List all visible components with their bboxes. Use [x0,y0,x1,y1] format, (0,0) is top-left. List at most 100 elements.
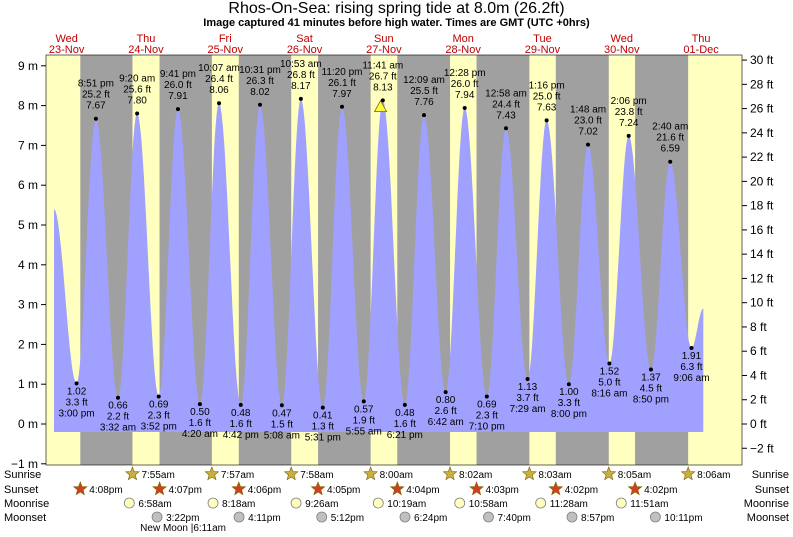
low-tide-feet: 1.6 ft [394,419,416,430]
sunrise-time: 7:55am [141,470,174,481]
sunrise-time: 8:06am [697,470,730,481]
low-tide-time: 7:10 pm [469,422,505,433]
high-tide-point [257,102,262,107]
high-tide-time: 12:58 am [485,88,527,99]
low-tide-time: 3:00 pm [58,408,94,419]
y-right-tick-label: 16 ft [750,223,774,237]
high-tide-metres: 8.13 [373,82,393,93]
moonset-icon [483,511,494,523]
sunrise-icon [204,466,220,481]
high-tide-time: 11:41 am [362,60,403,71]
row-label-right: Sunrise [752,469,789,481]
low-tide-feet: 2.2 ft [107,412,129,423]
moonset-time: 6:24pm [414,513,447,524]
low-tide-metres: 0.41 [313,411,333,422]
moonset-time: 5:12pm [331,513,364,524]
low-tide-feet: 4.5 ft [640,383,662,394]
low-tide-point [648,367,653,372]
moonset-time: 8:57pm [581,513,614,524]
sunrise-icon [363,466,379,481]
y-right-tick-label: 8 ft [750,320,767,334]
low-tide-point [566,382,571,387]
low-tide-feet: 1.6 ft [230,419,252,430]
sunset-icon [548,481,564,496]
sunrise-icon [521,466,537,481]
high-tide-feet: 26.3 ft [246,76,274,87]
low-tide-feet: 1.5 ft [271,419,293,430]
low-tide-metres: 1.00 [559,387,579,398]
high-tide-point [380,98,385,103]
day-name: Sun [374,33,394,45]
high-tide-metres: 7.24 [619,118,639,129]
day-name: Wed [611,33,633,45]
low-tide-point [607,361,612,366]
y-left-tick-label: −1 m [11,457,38,471]
high-tide-metres: 7.97 [332,89,352,100]
row-label-left: Moonrise [4,498,49,510]
low-tide-point [689,345,694,350]
high-tide-feet: 24.4 ft [492,99,520,110]
high-tide-feet: 26.4 ft [205,74,233,85]
high-tide-metres: 7.94 [455,90,475,101]
y-left-tick-label: 1 m [18,377,38,391]
sunrise-time: 7:57am [221,470,254,481]
sunset-time: 4:02pm [565,485,598,496]
moonrise-time: 10:19am [387,499,426,510]
sunrise-time: 8:00am [380,470,413,481]
high-tide-time: 9:41 pm [160,69,196,80]
low-tide-time: 8:50 pm [633,394,669,405]
high-tide-metres: 8.06 [209,85,229,96]
high-tide-metres: 7.91 [168,91,188,102]
low-tide-time: 6:21 pm [387,430,423,441]
low-tide-point [402,402,407,407]
high-tide-point [298,96,303,101]
sunset-icon [310,481,326,496]
low-tide-metres: 1.91 [682,351,702,362]
day-date: 29-Nov [525,44,561,56]
low-tide-feet: 5.0 ft [598,378,620,389]
row-label-left: Sunrise [4,469,41,481]
low-tide-metres: 1.37 [641,372,661,383]
low-tide-time: 3:32 am [100,423,136,434]
moonrise-time: 8:18am [222,499,255,510]
tide-area [54,98,704,425]
y-left-tick-label: 0 m [18,417,38,431]
y-left-tick-label: 3 m [18,298,38,312]
low-tide-point [484,394,489,399]
low-tide-feet: 2.3 ft [148,411,170,422]
low-tide-feet: 3.7 ft [516,393,538,404]
high-tide-feet: 26.7 ft [369,71,397,82]
high-tide-point [503,126,508,131]
y-right-tick-label: 14 ft [750,247,774,261]
moonrise-time: 6:58am [138,499,171,510]
moonset-time: 7:40pm [497,513,530,524]
current-level-marker [373,99,388,112]
moonset-icon [566,511,578,523]
y-right-tick-label: 24 ft [750,126,774,140]
sunset-time: 4:03pm [486,485,519,496]
sunrise-icon [124,466,140,481]
low-tide-time: 8:16 am [591,389,627,400]
low-tide-point [197,402,202,407]
moonset-time: 3:22pm [166,513,199,524]
moonrise-icon [123,497,135,509]
low-tide-time: 6:42 am [428,417,464,428]
moonrise-icon [454,497,466,509]
low-tide-metres: 1.52 [600,367,620,378]
moonrise-icon [615,497,627,509]
low-tide-point [443,390,448,395]
moon-phase-note: New Moon |6:11am [140,523,226,534]
low-tide-time: 4:20 am [182,429,218,440]
high-tide-time: 8:51 pm [78,79,114,90]
day-name: Thu [136,33,155,45]
high-tide-point [217,101,222,106]
low-tide-point [74,381,79,386]
row-label-left: Sunset [4,484,38,496]
high-tide-feet: 26.8 ft [287,70,315,81]
high-tide-point [135,111,140,116]
day-name: Tue [533,33,552,45]
y-right-tick-label: 30 ft [750,53,774,67]
y-right-tick-label: −2 ft [750,441,774,455]
